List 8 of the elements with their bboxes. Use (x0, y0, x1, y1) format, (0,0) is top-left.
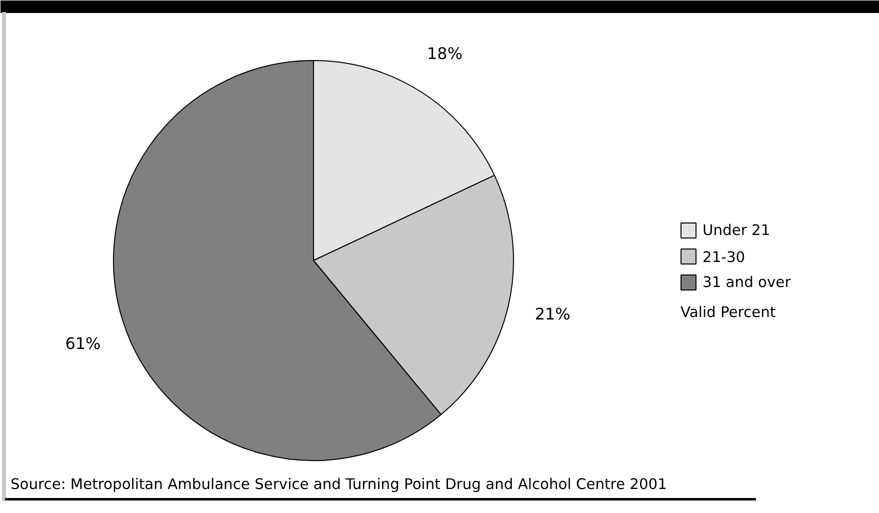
legend-label: Under 21 (702, 222, 770, 239)
data-label: 61% (65, 334, 101, 353)
legend-title: Valid Percent (680, 304, 776, 321)
data-label: 21% (534, 304, 570, 324)
source-note: Source: Metropolitan Ambulance Service and Turning Point Drug and Alcohol Centre 2001 (10, 476, 667, 493)
legend-label: 31 and over (702, 274, 792, 291)
legend-label: 21-30 (702, 249, 746, 266)
data-label: 18% (426, 44, 463, 64)
